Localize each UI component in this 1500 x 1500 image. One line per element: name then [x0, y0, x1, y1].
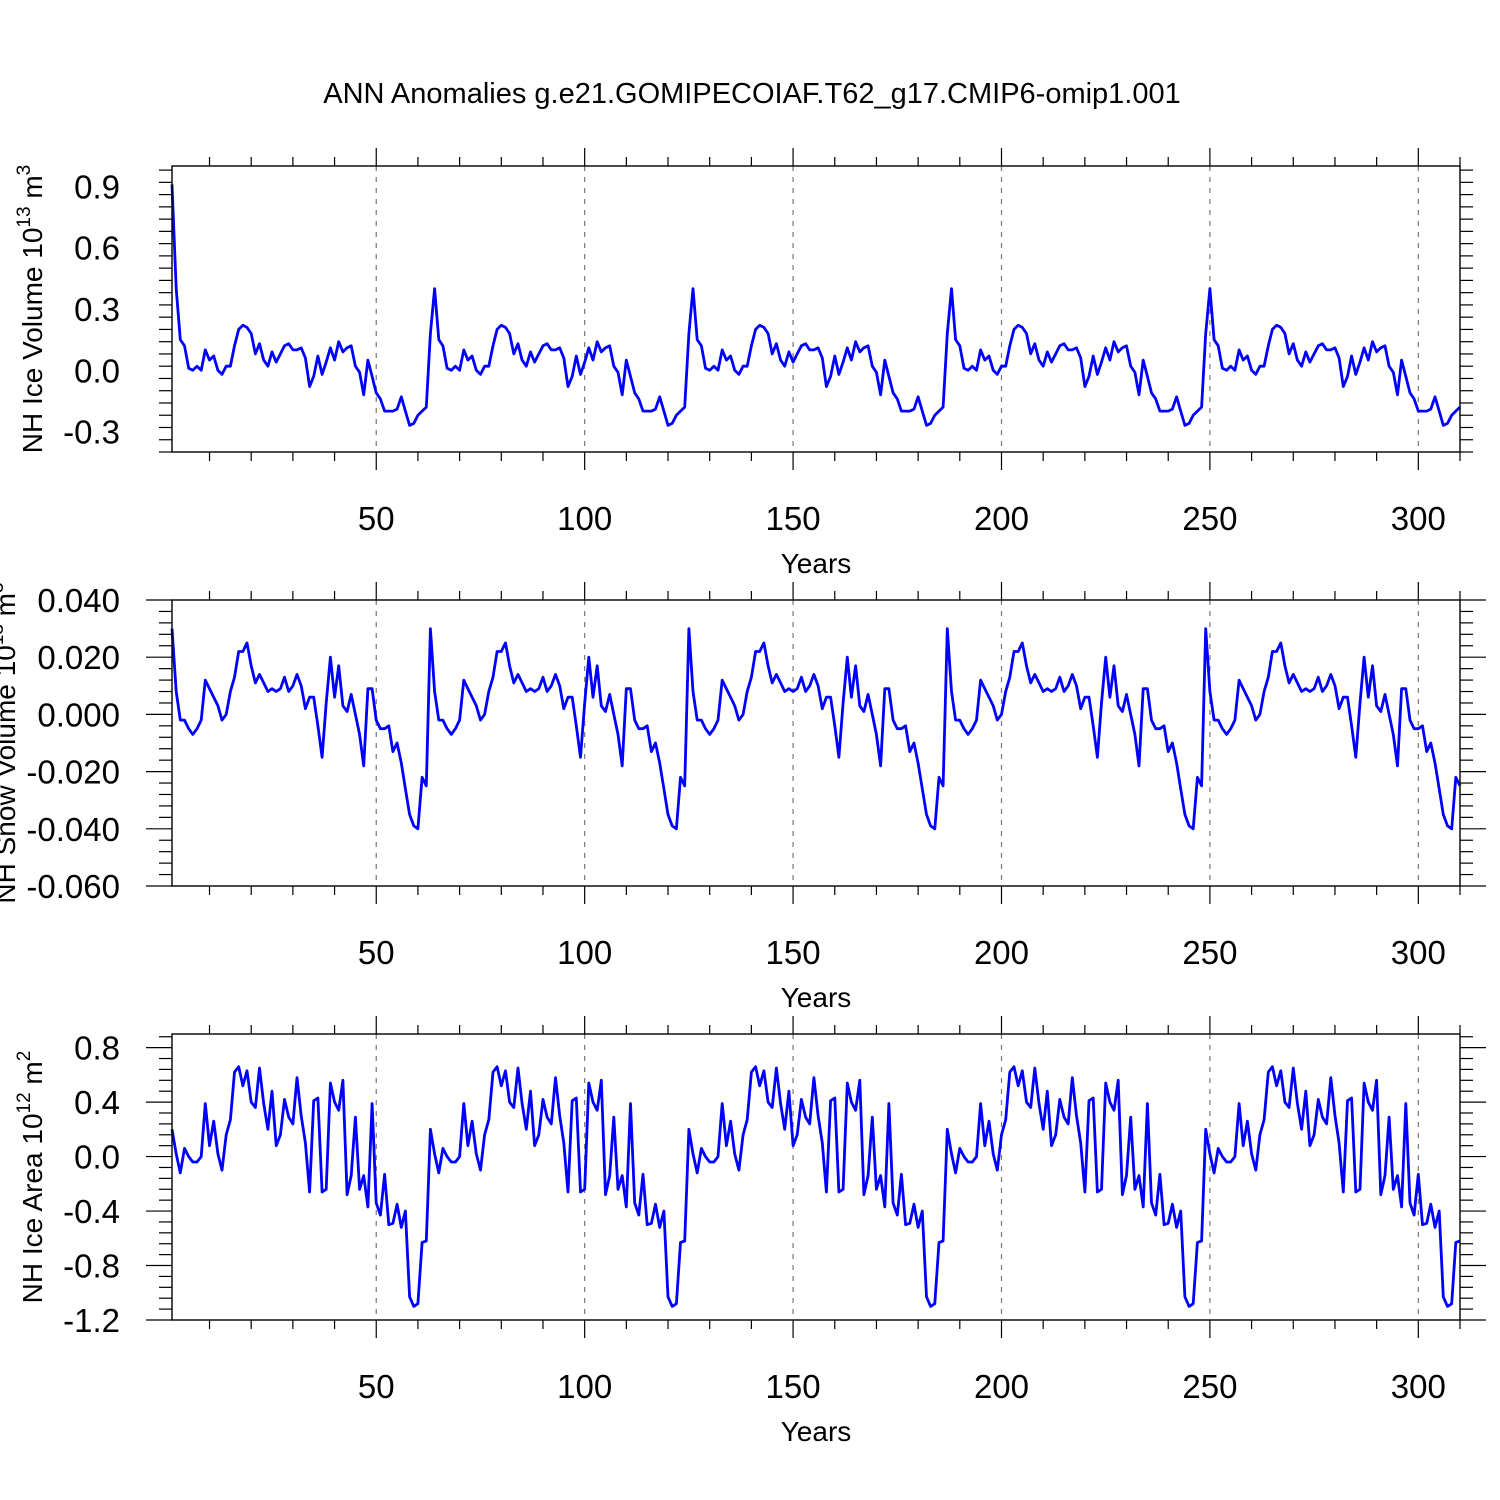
x-tick-label: 300 — [1391, 500, 1446, 537]
y-tick-label: -0.3 — [63, 414, 120, 451]
y-tick-label: -0.020 — [26, 754, 120, 791]
x-tick-label: 200 — [974, 1368, 1029, 1405]
plot-frame — [171, 165, 1461, 453]
y-tick-label: -1.2 — [63, 1302, 120, 1339]
y-tick-label: 0.3 — [74, 291, 120, 328]
y-axis-title: NH Snow Volume 1013 m3 — [0, 582, 21, 903]
x-tick-label: 150 — [766, 500, 821, 537]
x-axis-title: Years — [781, 548, 852, 579]
x-tick-label: 50 — [358, 500, 395, 537]
y-tick-label: -0.8 — [63, 1248, 120, 1285]
y-tick-label: 0.000 — [37, 696, 120, 733]
y-axis-title: NH Ice Area 1012 m2 — [14, 1051, 48, 1304]
x-tick-label: 250 — [1182, 500, 1237, 537]
x-tick-label: 250 — [1182, 1368, 1237, 1405]
series-line — [170, 627, 1462, 831]
y-tick-label: -0.060 — [26, 868, 120, 905]
y-tick-label: 0.4 — [74, 1084, 120, 1121]
y-tick-label: -0.040 — [26, 811, 120, 848]
series-line — [170, 184, 1461, 427]
x-tick-label: 50 — [358, 1368, 395, 1405]
x-tick-label: 100 — [557, 934, 612, 971]
y-axis-title: NH Ice Volume 1013 m3 — [14, 165, 48, 454]
panel-1: 50 100 150 200 250 300 -0.3 0.0 0.3 0.6 0.9 Years NH… — [14, 148, 1473, 579]
plot-frame — [171, 599, 1461, 887]
x-tick-label: 200 — [974, 934, 1029, 971]
x-tick-label: 100 — [557, 500, 612, 537]
y-tick-label: 0.020 — [37, 639, 120, 676]
plot-frame — [171, 1033, 1461, 1321]
x-tick-label: 300 — [1391, 1368, 1446, 1405]
x-axis-title: Years — [781, 982, 852, 1013]
x-tick-label: 300 — [1391, 934, 1446, 971]
y-tick-label: 0.0 — [74, 1139, 120, 1176]
x-tick-label: 150 — [766, 934, 821, 971]
x-axis-title: Years — [781, 1416, 852, 1447]
y-tick-label: 0.9 — [74, 168, 120, 205]
y-tick-label: 0.040 — [37, 582, 120, 619]
y-tick-label: 0.0 — [74, 352, 120, 389]
panel-3: 50 100 150 200 250 300 -1.2 -0.8 -0.4 0.0 0.4 0.8 Ye… — [14, 1016, 1486, 1447]
x-tick-label: 200 — [974, 500, 1029, 537]
y-tick-label: 0.8 — [74, 1030, 120, 1067]
series-line — [170, 1065, 1461, 1308]
panel-2: 50 100 150 200 250 300 -0.060 -0.040 -0.020 0.000… — [0, 582, 1486, 1013]
x-tick-label: 100 — [557, 1368, 612, 1405]
y-tick-label: -0.4 — [63, 1193, 120, 1230]
x-tick-label: 150 — [766, 1368, 821, 1405]
chart-title: ANN Anomalies g.e21.GOMIPECOIAF.T62_g17.… — [323, 78, 1181, 110]
x-tick-label: 50 — [358, 934, 395, 971]
y-tick-label: 0.6 — [74, 230, 120, 267]
x-tick-label: 250 — [1182, 934, 1237, 971]
